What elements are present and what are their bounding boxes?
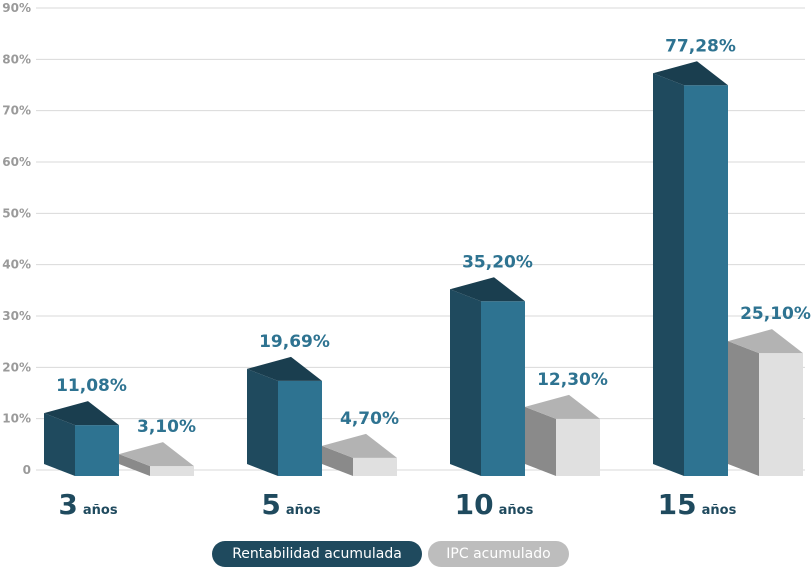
legend-item-ipc: IPC acumulado	[428, 541, 569, 567]
y-tick-label: 60%	[2, 155, 31, 169]
gridlines	[36, 7, 805, 471]
x-tick-label: 5 años	[261, 488, 320, 521]
bar-front	[684, 85, 728, 477]
data-label: 19,69%	[259, 332, 330, 352]
x-tick-label: 3 años	[58, 488, 117, 521]
bar-chart: 0 10% 20% 30% 40% 50% 60% 70% 80% 90% 11,08% 3,10%…	[2, 1, 811, 521]
bar-front	[481, 301, 525, 476]
bar-side	[525, 406, 556, 476]
y-tick-label: 10%	[2, 412, 31, 426]
legend-item-rentabilidad: Rentabilidad acumulada	[212, 541, 422, 567]
x-tick-label: 15 años	[658, 488, 737, 521]
bar-top	[44, 401, 119, 426]
bar-side	[322, 445, 353, 476]
data-labels: 11,08% 3,10% 19,69% 4,70% 35,20% 12,30% 77,28%…	[56, 36, 811, 437]
data-label: 25,10%	[740, 304, 811, 324]
y-axis: 0 10% 20% 30% 40% 50% 60% 70% 80% 90%	[2, 1, 31, 477]
bar-side	[247, 368, 278, 476]
bar-side	[653, 73, 684, 477]
bar-front	[278, 380, 322, 476]
y-tick-label: 30%	[2, 309, 31, 323]
bar-rentabilidad-3	[44, 401, 119, 476]
category-unit: años	[702, 503, 737, 518]
bar-rentabilidad-5	[247, 356, 322, 476]
data-label: 77,28%	[665, 36, 736, 56]
category-unit: años	[499, 503, 534, 518]
bar-top	[119, 442, 194, 467]
data-label: 12,30%	[537, 370, 608, 390]
bar-top	[525, 394, 600, 419]
bar-front	[759, 353, 803, 476]
bar-ipc-15	[728, 329, 803, 476]
y-tick-label: 0	[23, 463, 31, 477]
category-number: 10	[455, 488, 494, 521]
bar-front	[150, 466, 194, 476]
y-tick-label: 20%	[2, 360, 31, 374]
x-tick-label: 10 años	[455, 488, 534, 521]
bar-side	[450, 289, 481, 476]
y-tick-label: 40%	[2, 258, 31, 272]
y-tick-label: 80%	[2, 52, 31, 66]
bar-ipc-3	[119, 442, 194, 476]
legend: Rentabilidad acumulada IPC acumulado	[0, 541, 811, 567]
data-label: 35,20%	[462, 252, 533, 272]
data-label: 11,08%	[56, 376, 127, 396]
bar-top	[322, 433, 397, 458]
bar-top	[450, 277, 525, 302]
bar-ipc-5	[322, 433, 397, 476]
bar-front	[75, 425, 119, 476]
bar-ipc-10	[525, 394, 600, 476]
category-unit: años	[83, 503, 118, 518]
bar-top	[728, 329, 803, 354]
bar-side	[44, 413, 75, 476]
category-number: 3	[58, 488, 77, 521]
bar-rentabilidad-10	[450, 277, 525, 476]
y-tick-label: 70%	[2, 104, 31, 118]
bar-front	[353, 457, 397, 476]
bar-front	[556, 418, 600, 476]
data-label: 3,10%	[137, 417, 196, 437]
category-number: 5	[261, 488, 280, 521]
bar-rentabilidad-15	[653, 61, 728, 477]
bar-top	[653, 61, 728, 86]
data-label: 4,70%	[340, 409, 399, 429]
category-number: 15	[658, 488, 697, 521]
category-unit: años	[286, 503, 321, 518]
y-tick-label: 50%	[2, 206, 31, 220]
x-axis: 3 años 5 años 10 años 15 años	[58, 488, 736, 521]
y-tick-label: 90%	[2, 1, 31, 15]
bars	[44, 61, 803, 477]
bar-top	[247, 356, 322, 381]
bar-side	[119, 454, 150, 476]
bar-side	[728, 341, 759, 476]
